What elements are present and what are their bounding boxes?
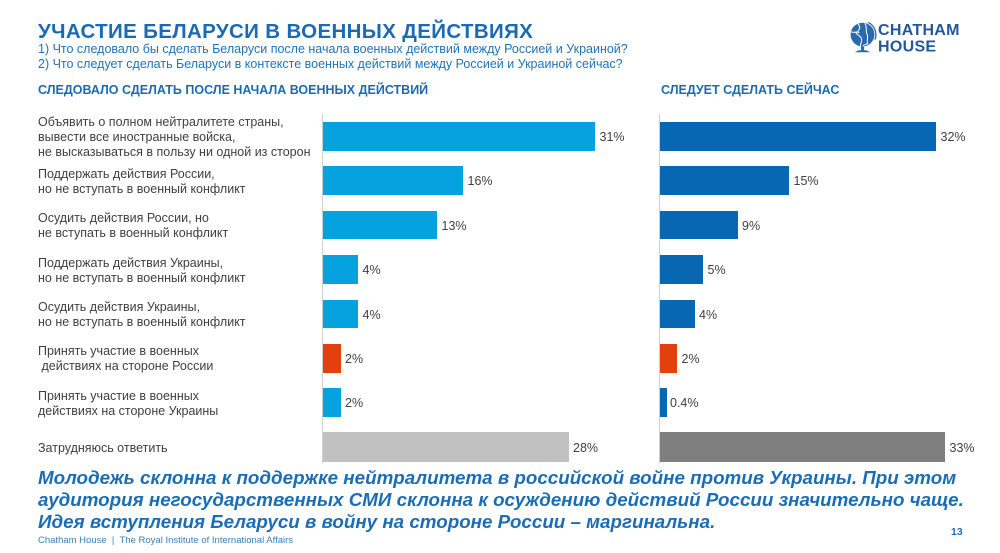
- svg-text:HOUSE: HOUSE: [878, 38, 936, 55]
- svg-text:CHATHAM: CHATHAM: [878, 22, 960, 39]
